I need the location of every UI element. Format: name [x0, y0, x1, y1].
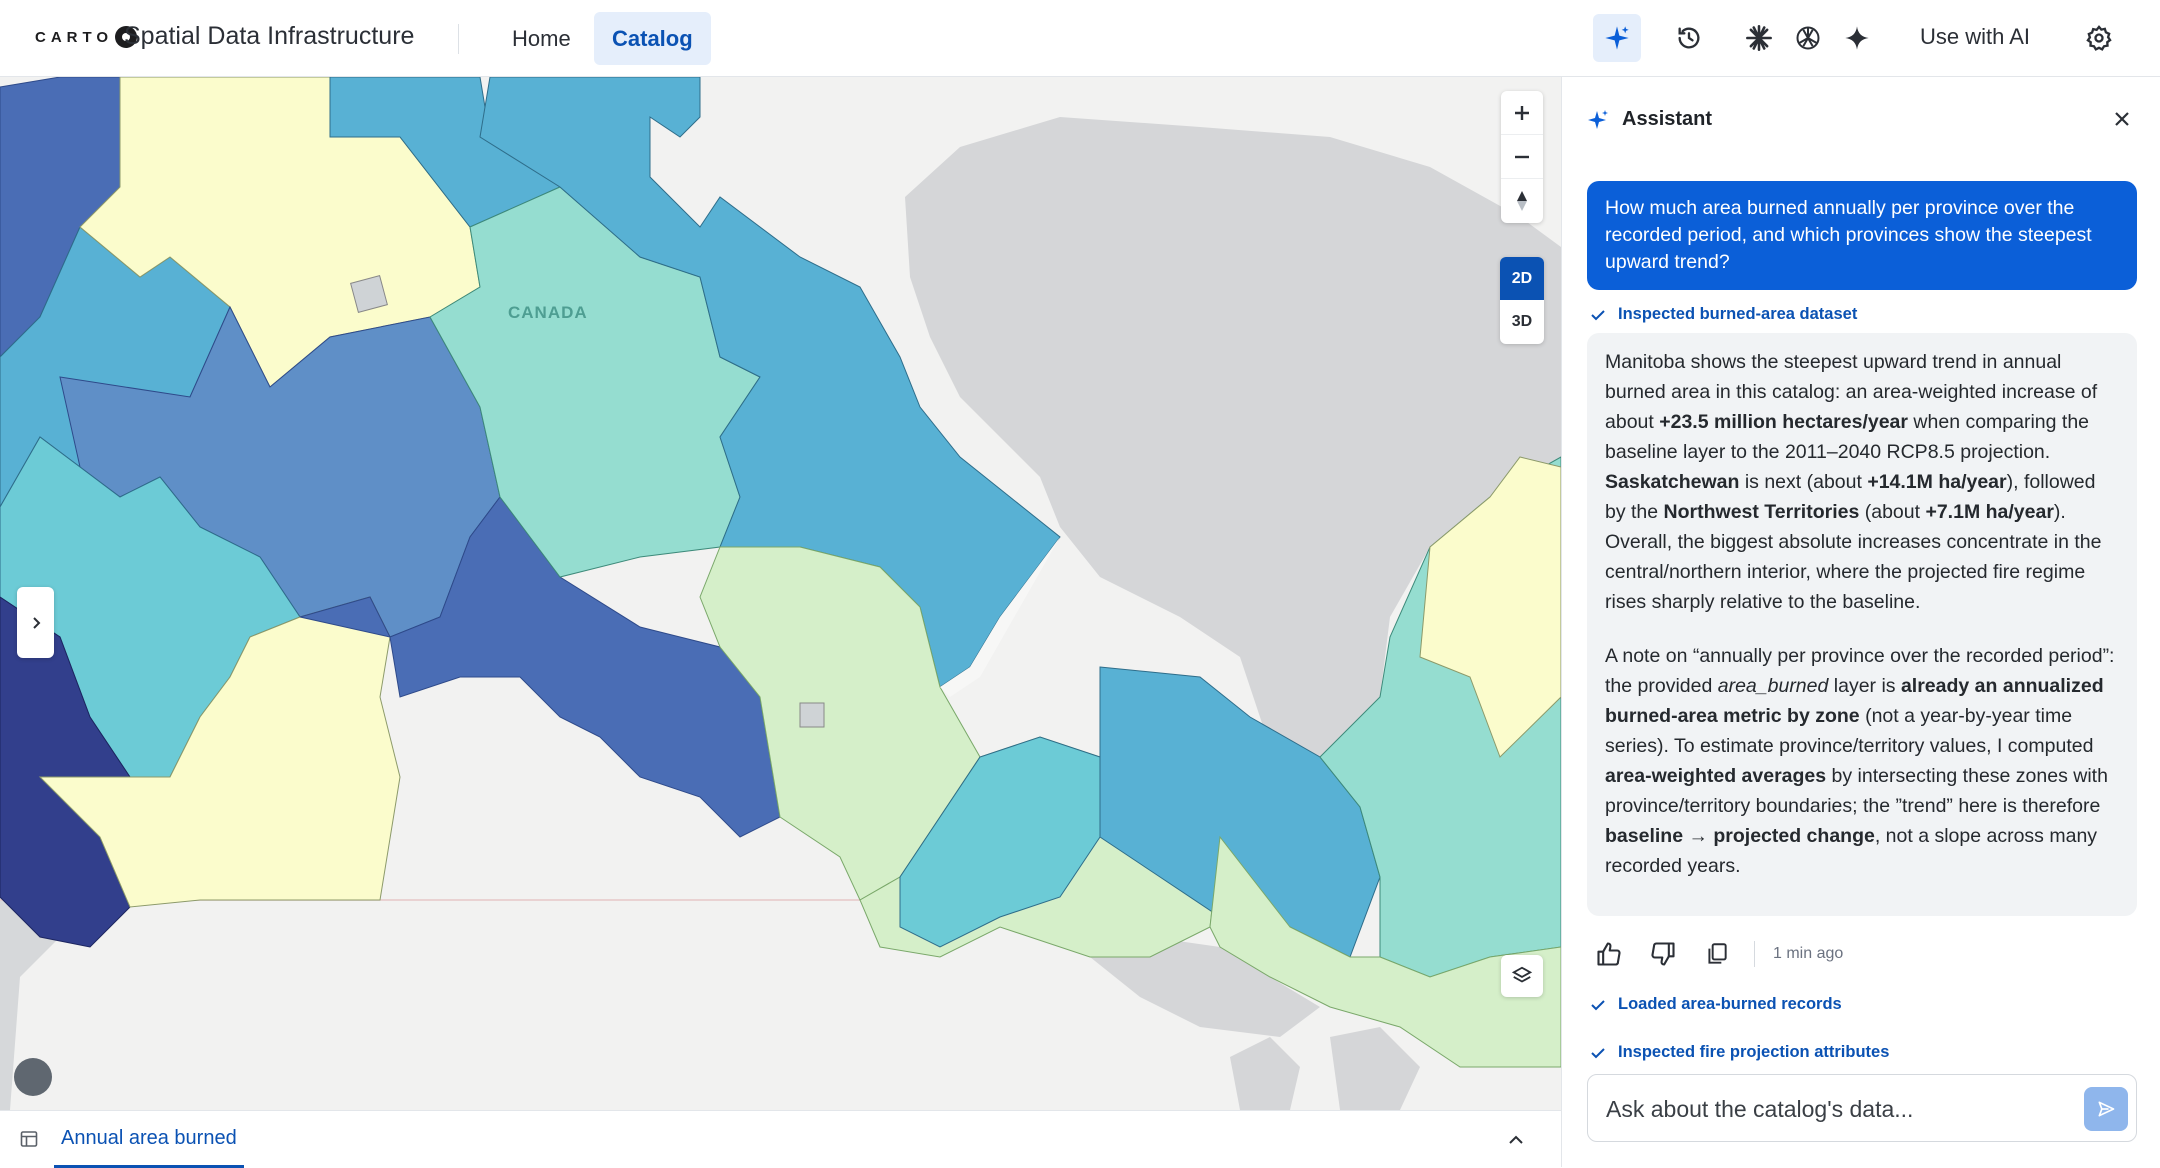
- close-icon[interactable]: [2110, 107, 2134, 131]
- reply-text: is next (about: [1739, 471, 1868, 493]
- step-item[interactable]: Inspected fire projection attributes: [1590, 1043, 1889, 1062]
- reply-bold: Northwest Territories: [1663, 501, 1860, 523]
- expand-panel-button[interactable]: [17, 587, 54, 658]
- lake-superior: [1090, 937, 1320, 1037]
- zoom-out-button[interactable]: [1501, 135, 1543, 179]
- compass-button[interactable]: [1501, 179, 1543, 223]
- check-icon: [1591, 1047, 1605, 1058]
- view-mode-toggle: 2D 3D: [1500, 257, 1544, 344]
- reply-text: Manitoba shows the steepest upward trend…: [1605, 351, 2098, 433]
- reply-italic: area_burned: [1717, 675, 1829, 697]
- openai-icon[interactable]: [1784, 14, 1832, 62]
- country-label: CANADA: [508, 303, 588, 322]
- reply-paragraph-2: A note on “annually per province over th…: [1605, 641, 2121, 881]
- reply-text: ), followed by the: [1605, 471, 2096, 523]
- reply-bold: +23.5 million hectares/year: [1659, 411, 1908, 433]
- chevron-right-icon: [32, 616, 40, 629]
- zoom-in-button[interactable]: [1501, 91, 1543, 135]
- nav-home[interactable]: Home: [512, 25, 571, 51]
- assistant-sparkle-icon[interactable]: [1593, 14, 1641, 62]
- layer-bottom-bar: Annual area burned: [0, 1110, 1561, 1168]
- reply-paragraph-1: Manitoba shows the steepest upward trend…: [1605, 347, 2121, 617]
- feedback-divider: [1754, 941, 1755, 967]
- lake-michigan: [1230, 1037, 1300, 1110]
- step-label: Inspected burned-area dataset: [1618, 305, 1858, 323]
- logo-text: CARTO: [35, 28, 114, 46]
- assistant-panel: Assistant How much area burned annually …: [1561, 77, 2160, 1167]
- zone-blue-ontario-n: [1099, 666, 1381, 958]
- copy-icon[interactable]: [1702, 939, 1732, 969]
- reply-text: layer is: [1828, 675, 1901, 697]
- zone-yellow-quebec: [1419, 456, 1561, 758]
- reply-bold: baseline → projected change: [1605, 825, 1875, 847]
- step-item[interactable]: Loaded area-burned records: [1590, 995, 1842, 1014]
- feedback-row: 1 min ago: [1594, 939, 1843, 969]
- sparkle-icon: [1588, 110, 1608, 129]
- thumbs-down-icon[interactable]: [1648, 939, 1678, 969]
- reply-text: by intersecting these zones with provinc…: [1605, 765, 2108, 817]
- chat-input[interactable]: [1606, 1091, 2066, 1127]
- zoom-controls: [1501, 91, 1543, 223]
- assistant-title: Assistant: [1622, 108, 1713, 130]
- reply-text: ). Overall, the biggest absolute increas…: [1605, 501, 2102, 613]
- use-with-ai-button[interactable]: Use with AI: [1920, 24, 2031, 49]
- reply-bold: area-weighted averages: [1605, 765, 1827, 787]
- map-view[interactable]: CANADA 2D 3D: [0, 77, 1561, 1110]
- zone-nodata-1: [350, 275, 388, 313]
- reply-text: (about: [1859, 501, 1926, 523]
- history-icon[interactable]: [1665, 14, 1713, 62]
- hudson-bay: [905, 117, 1561, 797]
- view-3d-button[interactable]: 3D: [1511, 312, 1533, 330]
- user-message: How much area burned annually per provin…: [1587, 181, 2137, 290]
- reply-bold: Saskatchewan: [1605, 471, 1740, 493]
- send-button[interactable]: [2084, 1087, 2128, 1131]
- logo-mark-icon: [115, 26, 138, 48]
- check-icon: [1591, 999, 1605, 1010]
- check-icon: [1591, 309, 1605, 320]
- header-divider: [458, 24, 459, 54]
- chat-input-box: [1587, 1074, 2137, 1142]
- compass-icon: [1517, 191, 1527, 211]
- step-label: Loaded area-burned records: [1618, 995, 1842, 1013]
- step-item[interactable]: Inspected burned-area dataset: [1590, 305, 1857, 324]
- reply-text: A note on “annually per province over th…: [1605, 645, 2115, 697]
- reply-bold: +14.1M ha/year: [1867, 471, 2007, 493]
- assistant-header: Assistant: [1562, 77, 2160, 163]
- choropleth-map[interactable]: [0, 77, 1561, 1110]
- thumbs-up-icon[interactable]: [1594, 939, 1624, 969]
- view-2d-button[interactable]: 2D: [1500, 257, 1544, 300]
- zone-blank-bay: [940, 537, 1060, 697]
- settings-icon[interactable]: [2075, 14, 2123, 62]
- zone-green-ontario-s: [1209, 835, 1561, 1068]
- message-timestamp: 1 min ago: [1773, 945, 1844, 962]
- minus-icon: [1515, 155, 1529, 158]
- plus-icon: [1515, 105, 1529, 120]
- reply-bold: already an annualized burned-area metric…: [1605, 675, 2104, 727]
- chevron-up-icon[interactable]: [1505, 1129, 1527, 1151]
- layers-icon: [1511, 966, 1533, 983]
- reply-text: (not a year-by-year time series). To est…: [1605, 705, 2094, 757]
- reply-bold: +7.1M ha/year: [1925, 501, 2054, 523]
- lake-huron: [1330, 1027, 1420, 1110]
- user-avatar[interactable]: [14, 1058, 52, 1096]
- tab-annual-area-burned[interactable]: Annual area burned: [54, 1111, 244, 1168]
- nav-catalog[interactable]: Catalog: [594, 12, 711, 65]
- top-header: CARTO Spatial Data Infrastructure Home C…: [0, 0, 2160, 77]
- claude-icon[interactable]: [1735, 14, 1783, 62]
- table-icon: [20, 1131, 38, 1147]
- assistant-reply: Manitoba shows the steepest upward trend…: [1587, 333, 2137, 916]
- carto-logo[interactable]: CARTO: [35, 26, 138, 48]
- layers-button[interactable]: [1501, 955, 1543, 997]
- app-title: Spatial Data Infrastructure: [124, 22, 415, 50]
- gemini-icon[interactable]: [1833, 14, 1881, 62]
- send-icon: [2098, 1101, 2115, 1117]
- reply-text: , not a slope across many recorded years…: [1605, 825, 2098, 877]
- step-label: Inspected fire projection attributes: [1618, 1043, 1890, 1061]
- zone-nodata-2: [799, 702, 825, 728]
- reply-text: when comparing the baseline layer to the…: [1605, 411, 2090, 463]
